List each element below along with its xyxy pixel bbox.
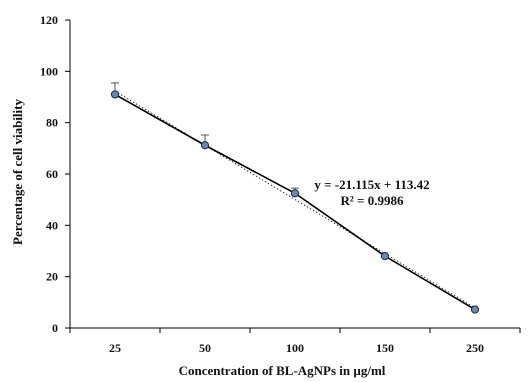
- x-tick-label: 100: [286, 341, 304, 355]
- y-tick-label: 0: [52, 321, 58, 335]
- data-point: [470, 305, 480, 314]
- y-tick-label: 20: [46, 270, 58, 284]
- data-point: [110, 90, 120, 99]
- y-tick-label: 100: [40, 64, 58, 78]
- y-tick-label: 120: [40, 13, 58, 27]
- data-point: [380, 252, 390, 261]
- trendline: [114, 90, 476, 309]
- x-tick-label: 150: [376, 341, 394, 355]
- data-point: [290, 189, 300, 198]
- x-axis-ticks: 25 50 100 150 250: [69, 328, 521, 355]
- trendline-r-squared: R² = 0.9986: [341, 193, 404, 208]
- trendline-equation: y = -21.115x + 113.42: [314, 177, 429, 192]
- y-axis-ticks: 0 20 40 60 80 100 120: [40, 13, 70, 335]
- y-tick-label: 40: [46, 218, 58, 232]
- x-tick-label: 25: [109, 341, 121, 355]
- x-axis-title: Concentration of BL-AgNPs in µg/ml: [179, 363, 386, 378]
- x-tick-label: 50: [199, 341, 211, 355]
- trendline-line: [114, 90, 476, 309]
- x-tick-label: 250: [466, 341, 484, 355]
- y-axis-title: Percentage of cell viability: [10, 99, 25, 245]
- data-point: [200, 141, 210, 150]
- y-tick-label: 80: [46, 116, 58, 130]
- data-markers: [110, 90, 480, 314]
- y-tick-label: 60: [46, 167, 58, 181]
